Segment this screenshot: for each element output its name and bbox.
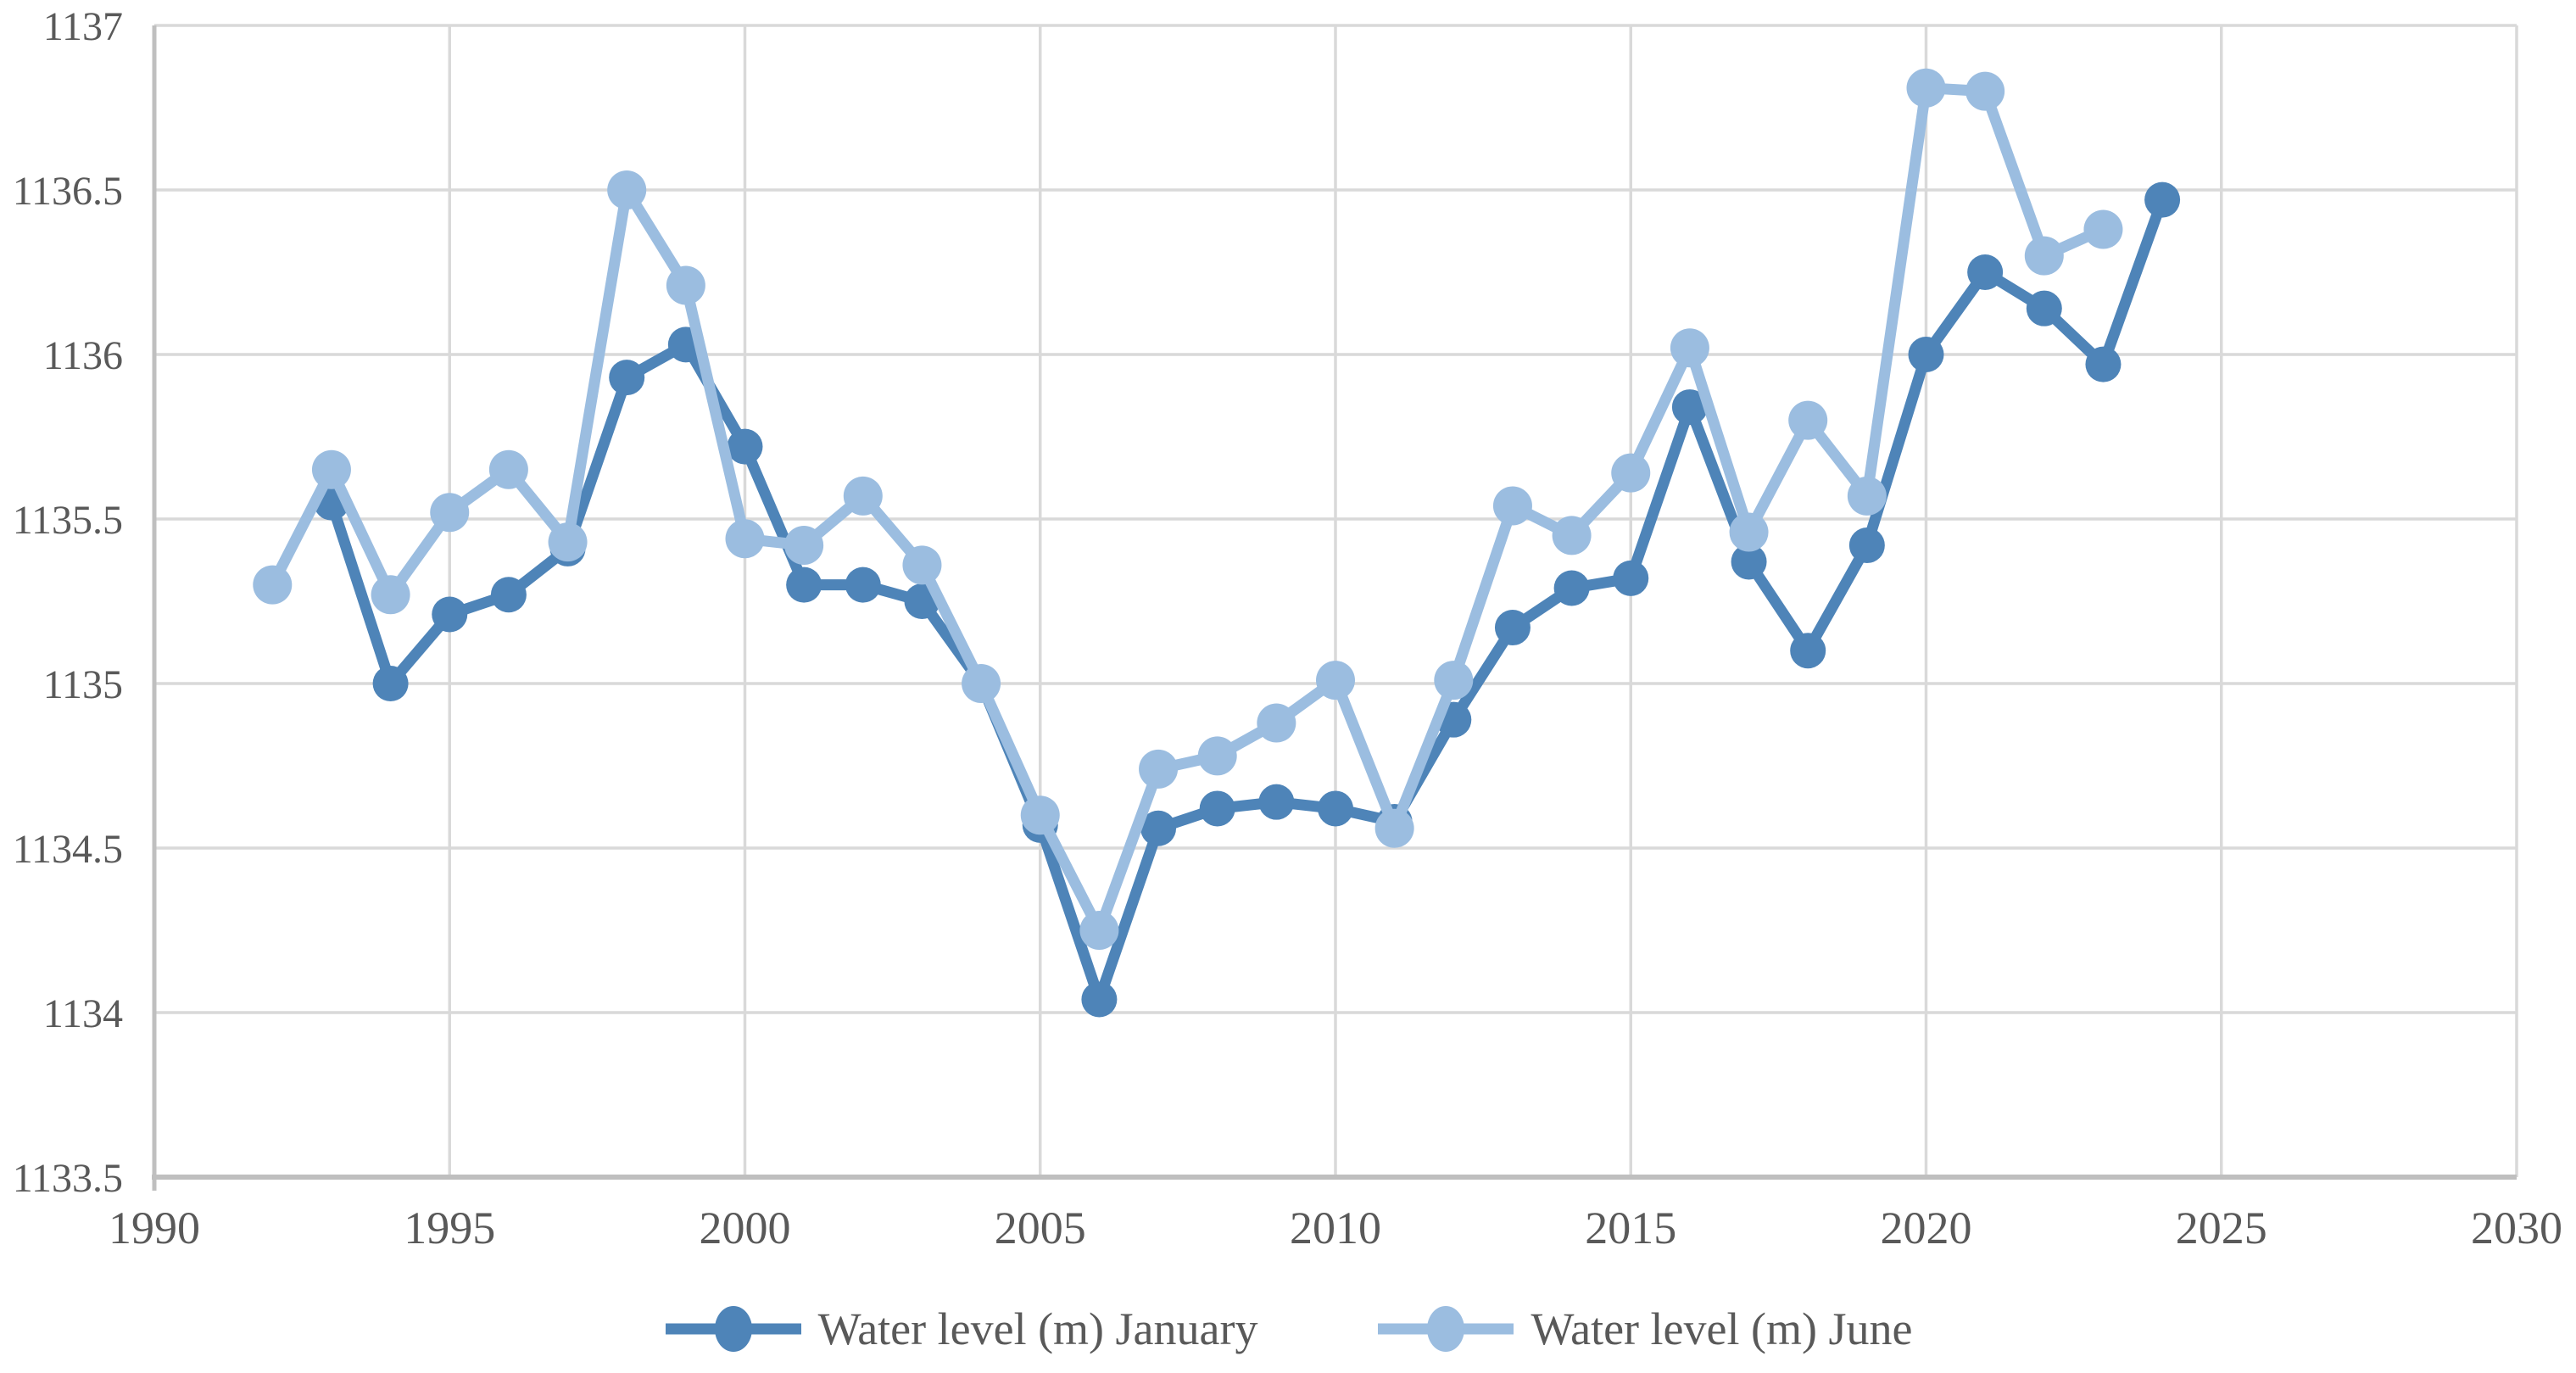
january-data-point-marker: [1318, 790, 1353, 827]
june-data-point-marker: [902, 545, 942, 585]
y-axis-tick-label: 1134: [43, 991, 123, 1036]
june-data-point-marker: [488, 449, 528, 489]
x-axis-tick-label: 1990: [109, 1203, 200, 1253]
june-data-point-marker: [1788, 400, 1828, 440]
june-data-point-marker: [1316, 661, 1355, 700]
june-legend-marker-icon: [1378, 1306, 1514, 1352]
y-axis-tick-label: 1136: [43, 333, 123, 378]
chart-legend: Water level (m) January Water level (m) …: [0, 1303, 2576, 1355]
june-data-point-marker: [253, 565, 293, 605]
june-data-point-marker: [725, 519, 765, 559]
legend-item-january: Water level (m) January: [664, 1303, 1258, 1355]
x-axis-tick-label: 2020: [1881, 1203, 1972, 1253]
june-data-point-marker: [1374, 808, 1414, 848]
june-data-point-marker: [1729, 512, 1769, 552]
january-data-point-marker: [786, 567, 822, 603]
x-axis-tick-label: 1995: [404, 1203, 495, 1253]
x-axis-tick-label: 2010: [1290, 1203, 1381, 1253]
legend-item-june: Water level (m) June: [1376, 1303, 1912, 1355]
june-data-point-marker: [962, 664, 1001, 703]
june-data-point-marker: [607, 170, 647, 209]
january-data-point-marker: [1081, 981, 1118, 1018]
january-data-point-marker: [1790, 633, 1826, 669]
y-axis-tick-label: 1135: [43, 662, 123, 707]
june-data-point-marker: [1020, 795, 1060, 835]
january-data-point-marker: [1140, 810, 1177, 846]
june-data-point-marker: [311, 449, 351, 489]
june-data-point-marker: [1434, 661, 1474, 700]
legend-label-june: Water level (m) June: [1531, 1303, 1913, 1354]
june-data-point-marker: [1552, 516, 1592, 555]
january-data-point-marker: [1613, 560, 1649, 596]
january-data-point-marker: [727, 428, 763, 465]
january-data-point-marker: [1258, 784, 1295, 820]
january-data-point-marker: [1553, 570, 1590, 606]
june-data-point-marker: [371, 575, 410, 615]
january-data-point-marker: [432, 596, 468, 633]
june-series-line: [266, 82, 2109, 936]
january-data-point-marker: [2144, 181, 2181, 218]
january-data-point-marker: [2026, 290, 2062, 327]
january-data-point-marker: [1967, 254, 2004, 290]
june-data-point-marker: [784, 526, 824, 566]
january-data-point-marker: [1848, 527, 1885, 564]
january-data-point-marker: [1731, 544, 1767, 580]
january-data-point-marker: [1671, 389, 1708, 426]
january-legend-marker-icon: [665, 1306, 801, 1352]
june-data-point-marker: [2083, 209, 2123, 249]
january-data-point-marker: [845, 567, 881, 603]
june-data-point-marker: [430, 493, 470, 533]
x-axis-tick-label: 2030: [2471, 1203, 2562, 1253]
june-data-point-marker: [1611, 453, 1651, 493]
june-data-point-marker: [1847, 476, 1887, 516]
january-data-point-marker: [1494, 610, 1531, 646]
january-data-point-marker: [490, 577, 527, 613]
y-axis-tick-label: 1137: [43, 4, 123, 49]
january-data-point-marker: [609, 360, 645, 396]
y-axis-tick-label: 1136.5: [13, 169, 123, 214]
june-data-point-marker: [1197, 736, 1237, 776]
y-axis-tick-label: 1135.5: [13, 498, 123, 543]
june-data-point-marker: [1906, 68, 1946, 108]
june-data-point-marker: [1257, 703, 1296, 743]
x-axis-tick-label: 2015: [1585, 1203, 1676, 1253]
y-axis-tick-label: 1134.5: [13, 827, 123, 872]
x-axis-tick-label: 2005: [995, 1203, 1086, 1253]
january-data-point-marker: [2085, 346, 2122, 382]
january-data-point-marker: [372, 666, 409, 701]
june-data-point-marker: [1139, 749, 1179, 789]
legend-label-january: Water level (m) January: [817, 1303, 1258, 1354]
june-data-point-marker: [666, 265, 705, 305]
january-data-point-marker: [1199, 790, 1235, 827]
june-data-point-marker: [843, 476, 883, 516]
june-data-point-marker: [1670, 328, 1709, 368]
june-data-point-marker: [2024, 236, 2064, 276]
y-axis-tick-label: 1133.5: [13, 1156, 123, 1201]
x-axis-tick-label: 2025: [2176, 1203, 2267, 1253]
x-axis-tick-label: 2000: [700, 1203, 791, 1253]
june-data-point-marker: [1492, 486, 1532, 526]
june-data-point-marker: [1965, 71, 2005, 111]
june-data-point-marker: [1079, 911, 1119, 950]
january-data-point-marker: [1908, 337, 1944, 372]
june-data-point-marker: [548, 522, 588, 562]
